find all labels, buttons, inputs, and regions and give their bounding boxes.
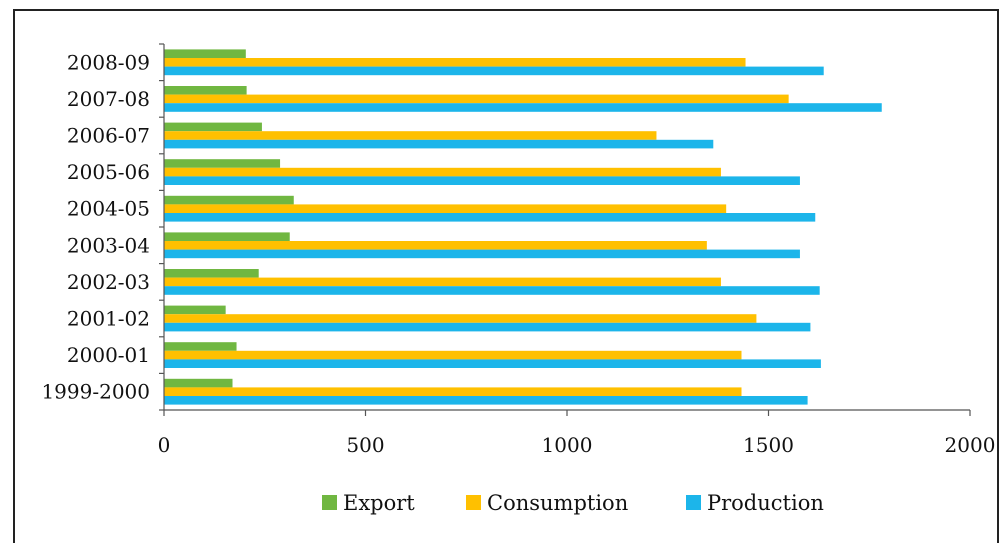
y-axis-label: 2002-03 [67, 270, 150, 294]
bar-export-2008-09 [164, 49, 246, 58]
x-axis-tick-label: 0 [158, 433, 171, 457]
y-axis-label: 2003-04 [67, 233, 150, 257]
y-axis-label: 2000-01 [67, 343, 150, 367]
bar-production-2007-08 [164, 103, 882, 112]
bar-consumption-2001-02 [164, 314, 757, 323]
bar-consumption-2000-01 [164, 350, 742, 360]
bar-export-2003-04 [164, 232, 290, 241]
x-axis-labels: 0 500 1000 1500 2000 [158, 433, 996, 457]
legend-label-export: Export [343, 491, 415, 515]
bar-production-2004-05 [164, 213, 816, 222]
bar-consumption-2006-07 [164, 131, 657, 140]
x-axis-tick-label: 2000 [945, 433, 996, 457]
bar-consumption-2007-08 [164, 94, 789, 104]
legend-swatch-production [686, 495, 701, 510]
legend-label-consumption: Consumption [487, 491, 628, 515]
bar-production-2005-06 [164, 176, 800, 185]
x-axis-tick-label: 1000 [542, 433, 593, 457]
bar-production-2001-02 [164, 322, 811, 332]
bar-export-2001-02 [164, 305, 226, 315]
bar-export-2007-08 [164, 86, 247, 95]
bar-production-2000-01 [164, 359, 821, 368]
y-axis-labels: 2008-09 2007-08 2006-07 2005-06 2004-05 2003-… [41, 50, 150, 403]
bar-production-1999-2000 [164, 396, 808, 405]
bar-production-2003-04 [164, 249, 800, 259]
y-axis-label: 2006-07 [67, 124, 150, 148]
y-axis-label: 2008-09 [67, 50, 150, 74]
chart-frame [13, 9, 999, 543]
bar-export-1999-2000 [164, 378, 233, 388]
bars-layer [164, 49, 882, 405]
bar-export-2006-07 [164, 122, 262, 132]
axes-layer [159, 43, 971, 416]
x-axis-tick-label: 1500 [743, 433, 794, 457]
bar-production-2006-07 [164, 139, 714, 149]
y-axis-label: 2007-08 [67, 87, 150, 111]
bar-consumption-2008-09 [164, 58, 746, 67]
bar-production-2002-03 [164, 286, 820, 295]
bar-export-2005-06 [164, 159, 281, 168]
bar-consumption-2002-03 [164, 277, 721, 287]
bar-consumption-2004-05 [164, 204, 727, 213]
bar-consumption-2005-06 [164, 167, 721, 177]
x-axis-tick-label: 500 [346, 433, 384, 457]
bar-export-2002-03 [164, 269, 259, 278]
legend: Export Consumption Production [322, 491, 824, 515]
y-axis-label: 2005-06 [67, 160, 150, 184]
bar-export-2000-01 [164, 342, 237, 351]
bar-export-2004-05 [164, 195, 294, 205]
bar-consumption-2003-04 [164, 241, 707, 250]
bar-production-2008-09 [164, 66, 824, 76]
y-axis-label: 2004-05 [67, 197, 150, 221]
y-axis-label: 2001-02 [67, 307, 150, 331]
y-axis-label: 1999-2000 [41, 380, 150, 404]
legend-swatch-consumption [466, 495, 481, 510]
legend-swatch-export [322, 495, 337, 510]
bar-consumption-1999-2000 [164, 387, 742, 396]
legend-label-production: Production [707, 491, 824, 515]
